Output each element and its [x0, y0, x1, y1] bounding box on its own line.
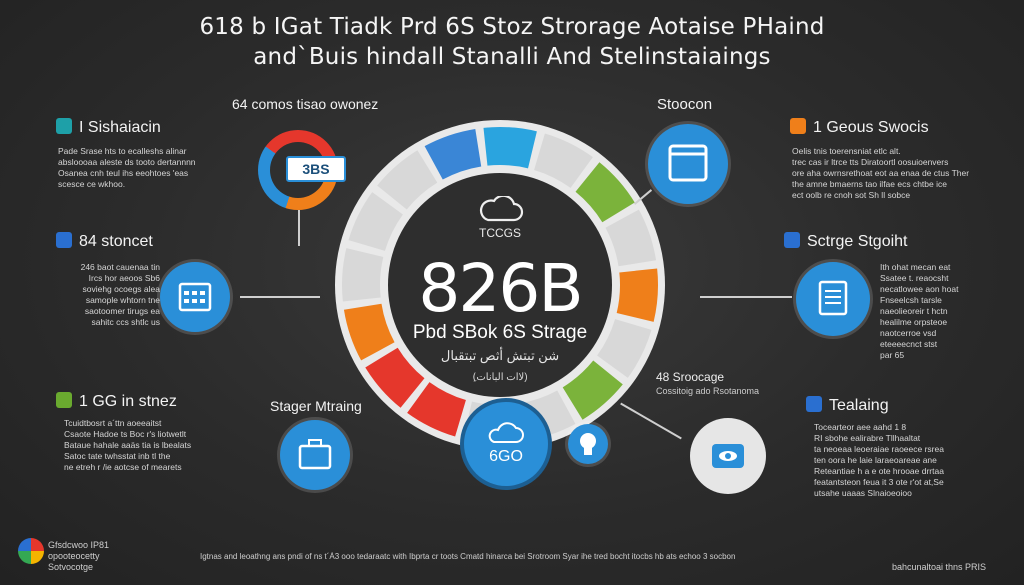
shield-icon: [56, 118, 72, 134]
box-icon: [56, 392, 72, 408]
badge-cloud-icon: [464, 422, 548, 449]
gauge-segment: [483, 127, 537, 169]
gauge-value: 826B: [418, 250, 583, 327]
logo-badge-text: 3BS: [286, 156, 346, 182]
footer-logo-line2: opooteocetty: [48, 551, 100, 561]
top-left-label: 64 comos tisao owonez: [232, 96, 379, 112]
gauge-segment: [342, 248, 384, 302]
document-icon: [796, 262, 870, 336]
left-heading-2: 84 stoncet: [56, 232, 153, 251]
footer-logo-line3: Sotvocotge: [48, 562, 94, 572]
fire-icon: [790, 118, 806, 134]
right-heading-2: Sctrge Stgoiht: [784, 232, 908, 251]
gauge-segment: [605, 209, 657, 267]
gauge-segment: [562, 360, 623, 420]
right-heading-2-text: Sctrge Stgoiht: [807, 233, 908, 250]
gauge-segment: [575, 162, 635, 223]
lock-icon: [568, 424, 608, 464]
left-heading-3-text: 1 GG in stnez: [79, 393, 177, 410]
gauge-line4: (ِلاات البانات): [472, 372, 528, 383]
gauge-segment: [343, 303, 395, 361]
briefcase-icon: [280, 420, 350, 490]
top-right-label: Stoocon: [657, 96, 713, 113]
left-heading-3: 1 GG in stnez: [56, 392, 177, 411]
footer-right-text: bahcunaltoai thns PRIS: [892, 562, 987, 572]
left-heading-1: I Sishaiacin: [56, 118, 161, 137]
footer-logo-line1: Gfsdcwoo IP81: [48, 540, 110, 550]
connector-line: [298, 210, 300, 246]
footer-logo-icon: [18, 538, 44, 564]
gauge-segment: [407, 382, 466, 437]
mid-left-label: Stager Mtraing: [270, 398, 362, 414]
device-icon: [648, 124, 728, 204]
page-title: 618 b IGat Tiadk Prd 6S Stoz Strorage Ao…: [199, 14, 825, 40]
right-text-2: Ith ohat mecan eat Ssatee t. reaocsht ne…: [880, 262, 959, 360]
gauge-segment: [377, 150, 438, 210]
gauge-segment: [534, 133, 593, 188]
badge-text: 6GO: [489, 448, 523, 465]
right-heading-3: Tealaing: [806, 396, 889, 415]
server-icon: [784, 232, 800, 248]
gauge-subtitle: Pbd SBok 6S Strage: [412, 322, 588, 343]
left-text-3: Tcuidtbosrt a´ttn aoeeaitst Csaote Hadoe…: [64, 418, 192, 472]
mid-right-sub: Cossitoig ado Rsotanoma: [656, 386, 760, 396]
right-heading-3-text: Tealaing: [829, 397, 889, 414]
mid-right-label: 48 Sroocage: [656, 370, 725, 384]
right-heading-1: 1 Geous Swocis: [790, 118, 929, 137]
gauge-segment: [424, 128, 482, 180]
calendar-icon: [160, 262, 230, 332]
gauge-segment: [365, 347, 425, 408]
footer-center-text: Igtnas and leoathng ans pndi of ns t´À3 …: [200, 552, 736, 561]
left-text-2: 246 baot cauenaa tin Ircs hor aeoos Sb6 …: [80, 262, 160, 327]
left-text-1: Pade Srase hts to ecalleshs alinar abslo…: [58, 146, 196, 189]
connector-line: [240, 296, 320, 298]
right-text-1: Oelis tnis toerensniat etlc alt. trec ca…: [792, 146, 970, 200]
storage-logo-icon: 3BS: [258, 130, 346, 210]
left-heading-1-text: I Sishaiacin: [79, 119, 161, 136]
gauge-inner-disc: [388, 173, 612, 397]
eye-icon: [690, 418, 766, 494]
cloud-icon: [470, 194, 530, 224]
gauge-line3: شن تبتش أثص تبتقبال: [440, 348, 560, 363]
right-heading-1-text: 1 Geous Swocis: [813, 119, 929, 136]
gauge-top-label: TCCGS: [479, 226, 521, 240]
page-subtitle: and`Buis hindall Stanalli And Stelinstai…: [253, 44, 771, 70]
connector-line: [700, 296, 792, 298]
gauge-segment: [348, 192, 403, 251]
chat-icon: [806, 396, 822, 412]
book-icon: [56, 232, 72, 248]
right-text-3: Tocearteor aee aahd 1 8 RI sbohe ealirab…: [814, 422, 944, 498]
left-heading-2-text: 84 stoncet: [79, 233, 153, 250]
gauge-segment: [616, 268, 658, 322]
storage-gauge: [335, 120, 665, 450]
gauge-segments: [342, 127, 658, 443]
gauge-segment: [597, 319, 652, 378]
gauge-badge: 6GO: [464, 402, 548, 486]
